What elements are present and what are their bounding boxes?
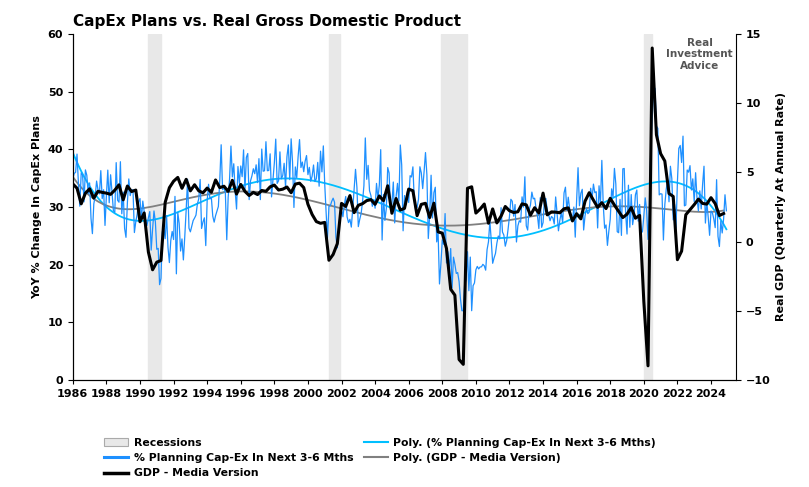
Text: CapEx Plans vs. Real Gross Domestic Product: CapEx Plans vs. Real Gross Domestic Prod… <box>73 14 461 29</box>
Legend: Recessions, % Planning Cap-Ex In Next 3-6 Mths, GDP - Media Version, Poly. (% Pl: Recessions, % Planning Cap-Ex In Next 3-… <box>101 434 659 482</box>
Bar <box>148 34 161 380</box>
Y-axis label: Real GDP (Quarterly At Annual Rate): Real GDP (Quarterly At Annual Rate) <box>776 93 786 321</box>
Bar <box>441 34 468 380</box>
Bar <box>644 34 652 380</box>
Bar <box>329 34 340 380</box>
Y-axis label: YoY % Change In CapEx Plans: YoY % Change In CapEx Plans <box>32 115 42 299</box>
Text: Real
Investment
Advice: Real Investment Advice <box>667 37 733 71</box>
